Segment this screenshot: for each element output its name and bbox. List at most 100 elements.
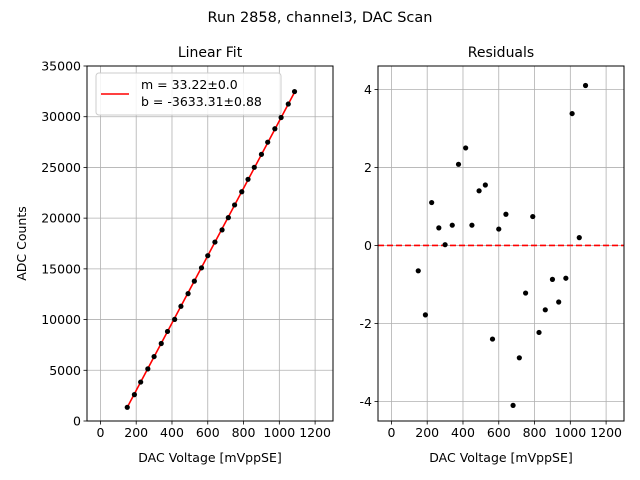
linear-fit-data-point bbox=[291, 88, 298, 95]
residuals-data-point bbox=[489, 336, 496, 342]
linear-fit-x-tick-labels: 0 200 400 600 800 1000 1200 bbox=[96, 425, 331, 440]
residuals-data-point bbox=[516, 355, 522, 361]
residuals-data-point bbox=[436, 225, 442, 231]
residuals-data-point bbox=[536, 329, 542, 336]
residuals-x-axis-label: DAC Voltage [mVppSE] bbox=[429, 450, 572, 465]
linear-fit-y-axis-label: ADC Counts bbox=[14, 206, 29, 281]
residuals-data-point bbox=[429, 199, 435, 206]
residuals-title: Residuals bbox=[468, 45, 534, 61]
linear-fit-marks bbox=[124, 88, 298, 410]
linear-fit-data-point bbox=[145, 366, 151, 372]
linear-fit-data-point bbox=[191, 278, 197, 284]
linear-fit-data-point bbox=[278, 114, 284, 121]
linear-fit-data-point bbox=[164, 328, 171, 335]
linear-fit-x-tick-label: 1000 bbox=[263, 425, 295, 440]
residuals-y-tick-labels: -4 -2 0 2 4 bbox=[360, 82, 373, 409]
residuals-y-tick-label: -4 bbox=[360, 394, 373, 409]
linear-fit-y-tick-label: 10000 bbox=[41, 312, 81, 327]
linear-fit-x-tick-label: 1200 bbox=[299, 425, 331, 440]
legend-fit-slope-label: m = 33.22±0.0 bbox=[141, 77, 238, 92]
residuals-data-point bbox=[463, 145, 469, 151]
residuals-data-point bbox=[510, 402, 516, 408]
linear-fit-x-tick-label: 0 bbox=[96, 425, 104, 440]
linear-fit-x-tick-label: 800 bbox=[232, 425, 256, 440]
linear-fit-data-point bbox=[172, 316, 178, 322]
linear-fit-data-point bbox=[232, 202, 238, 208]
residuals-data-point bbox=[523, 290, 529, 296]
residuals-marks bbox=[378, 82, 624, 408]
linear-fit-data-point bbox=[219, 227, 225, 233]
linear-fit-data-point bbox=[265, 139, 271, 145]
linear-fit-data-point bbox=[225, 215, 231, 221]
linear-fit-x-tick-label: 600 bbox=[196, 425, 220, 440]
residuals-data-point bbox=[496, 226, 502, 232]
residuals-data-point bbox=[469, 222, 475, 228]
residuals-data-point bbox=[530, 213, 536, 220]
residuals-y-tick-label: -2 bbox=[360, 316, 372, 331]
residuals-data-point bbox=[503, 211, 509, 217]
residuals-data-point bbox=[556, 299, 562, 305]
linear-fit-data-point bbox=[212, 239, 218, 245]
residuals-x-tick-label: 800 bbox=[523, 425, 547, 440]
residuals-data-point bbox=[476, 188, 482, 194]
residuals-data-point bbox=[455, 161, 462, 167]
linear-fit-data-point bbox=[245, 176, 251, 182]
linear-fit-data-point bbox=[272, 126, 278, 132]
linear-fit-data-point bbox=[251, 164, 257, 170]
residuals-chart: Residuals 0 200 400 600 800 1000 1200 -4-2024 … bbox=[360, 45, 625, 465]
linear-fit-legend: m = 33.22±0.0 b = -3633.31±0.88 bbox=[95, 72, 282, 116]
linear-fit-y-tick-label: 5000 bbox=[49, 363, 81, 378]
residuals-data-point bbox=[415, 268, 421, 274]
residuals-grid bbox=[374, 66, 624, 425]
linear-fit-data-point bbox=[185, 291, 191, 297]
residuals-x-tick-labels: 0 200 400 600 800 1000 1200 bbox=[387, 425, 622, 440]
linear-fit-data-point bbox=[151, 353, 157, 360]
linear-fit-y-tick-label: 0 bbox=[73, 414, 81, 429]
residuals-data-point bbox=[482, 182, 488, 188]
residuals-data-point bbox=[576, 235, 582, 241]
linear-fit-data-point bbox=[178, 303, 184, 309]
linear-fit-title: Linear Fit bbox=[178, 45, 243, 61]
linear-fit-y-tick-label: 15000 bbox=[41, 261, 81, 276]
linear-fit-y-tick-label: 20000 bbox=[41, 211, 81, 226]
residuals-data-point bbox=[549, 276, 556, 282]
linear-fit-data-point bbox=[198, 265, 205, 271]
residuals-data-point bbox=[563, 275, 569, 281]
residuals-x-tick-label: 200 bbox=[415, 425, 439, 440]
residuals-y-tick-label: 4 bbox=[364, 82, 372, 97]
legend-fit-intercept-label: b = -3633.31±0.88 bbox=[141, 94, 262, 109]
residuals-data-point bbox=[582, 82, 589, 89]
linear-fit-data-point bbox=[205, 253, 211, 259]
figure-suptitle: Run 2858, channel3, DAC Scan bbox=[208, 10, 433, 26]
linear-fit-data-point bbox=[124, 404, 130, 410]
linear-fit-x-tick-label: 400 bbox=[160, 425, 184, 440]
linear-fit-x-axis-label: DAC Voltage [mVppSE] bbox=[138, 450, 281, 465]
linear-fit-y-tick-labels: 0 5000 10000 15000 20000 25000 30000 35000 bbox=[41, 59, 81, 429]
residuals-data-point bbox=[442, 242, 448, 248]
residuals-x-tick-label: 0 bbox=[387, 425, 395, 440]
residuals-x-tick-label: 400 bbox=[451, 425, 475, 440]
residuals-data-point bbox=[569, 110, 575, 117]
linear-fit-data-point bbox=[158, 340, 164, 347]
linear-fit-frame bbox=[86, 65, 334, 422]
residuals-y-tick-label: 0 bbox=[364, 238, 372, 253]
residuals-data-point bbox=[449, 222, 455, 228]
residuals-data-point bbox=[422, 312, 429, 318]
linear-fit-data-point bbox=[258, 151, 265, 157]
linear-fit-y-tick-label: 30000 bbox=[41, 109, 81, 124]
residuals-x-tick-label: 600 bbox=[487, 425, 511, 440]
linear-fit-data-point bbox=[131, 392, 138, 398]
linear-fit-x-tick-label: 200 bbox=[124, 425, 148, 440]
linear-fit-data-point bbox=[239, 189, 245, 195]
legend-box bbox=[95, 72, 282, 116]
residuals-x-tick-label: 1200 bbox=[590, 425, 622, 440]
residuals-data-point bbox=[542, 307, 548, 313]
linear-fit-chart: Linear Fit 0 200 400 600 800 1000 1200 0 5000 10… bbox=[14, 45, 334, 465]
linear-fit-y-tick-label: 25000 bbox=[41, 160, 81, 175]
linear-fit-data-point bbox=[138, 379, 144, 385]
residuals-frame bbox=[377, 65, 625, 422]
residuals-x-tick-label: 1000 bbox=[554, 425, 586, 440]
linear-fit-data-point bbox=[285, 101, 291, 107]
